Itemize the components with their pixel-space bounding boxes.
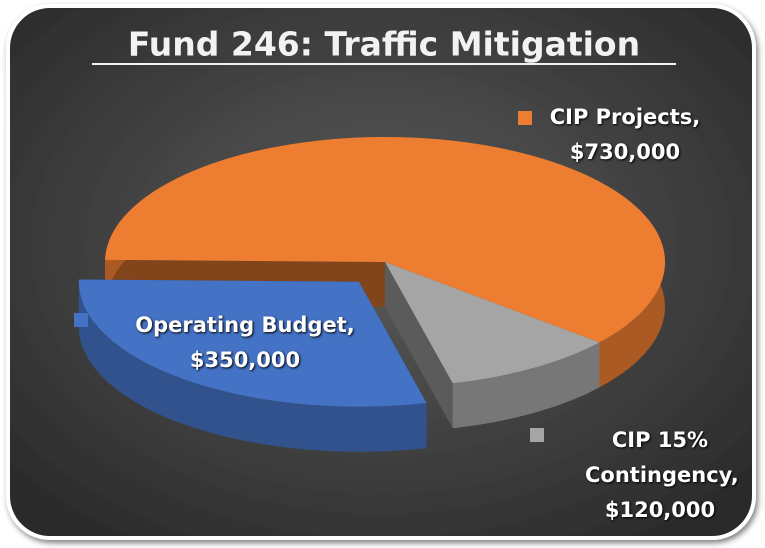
pie-slice — [78, 279, 427, 407]
slice-radial-face — [385, 262, 453, 429]
slice-side — [452, 342, 600, 429]
label-key — [530, 428, 544, 442]
chart-title: Fund 246: Traffic Mitigation — [128, 25, 640, 64]
label-category: Operating Budget, — [135, 313, 355, 337]
pie-slice — [105, 136, 666, 343]
label-category: CIP 15% Contingency, — [585, 428, 739, 487]
label-value: $120,000 — [604, 498, 716, 522]
label-value: $730,000 — [569, 140, 681, 164]
data-label: CIP Projects, $730,000 — [525, 100, 725, 170]
data-label: Operating Budget, $350,000 — [115, 308, 375, 378]
slice-side — [78, 279, 427, 452]
label-key — [518, 111, 532, 125]
pie-slice — [385, 262, 600, 384]
data-label: CIP 15% Contingency, $120,000 — [585, 423, 739, 528]
slice-side — [105, 137, 665, 388]
label-category: CIP Projects, — [549, 105, 701, 129]
pie — [78, 136, 666, 452]
label-value: $350,000 — [189, 348, 301, 372]
label-key — [74, 313, 88, 327]
